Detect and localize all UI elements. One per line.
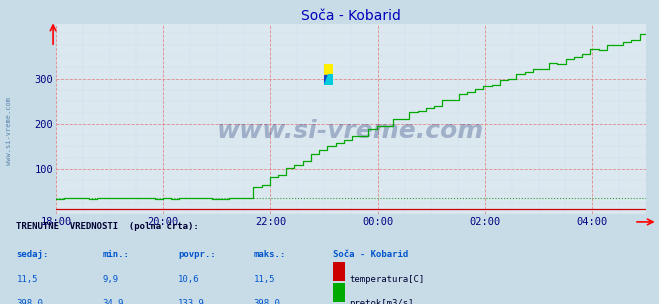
Text: 9,9: 9,9 (102, 275, 118, 284)
Text: 11,5: 11,5 (254, 275, 275, 284)
Polygon shape (324, 75, 328, 85)
Text: povpr.:: povpr.: (178, 250, 215, 259)
Polygon shape (324, 75, 333, 85)
Polygon shape (324, 64, 333, 75)
Text: TRENUTNE  VREDNOSTI  (polna črta):: TRENUTNE VREDNOSTI (polna črta): (16, 222, 199, 231)
Text: sedaj:: sedaj: (16, 250, 49, 259)
Text: 34,9: 34,9 (102, 299, 124, 304)
Text: 133,9: 133,9 (178, 299, 205, 304)
Bar (333, 262, 345, 282)
Polygon shape (328, 75, 333, 85)
Text: www.si-vreme.com: www.si-vreme.com (5, 97, 12, 165)
Title: Soča - Kobarid: Soča - Kobarid (301, 9, 401, 23)
Text: 11,5: 11,5 (16, 275, 38, 284)
Text: Soča - Kobarid: Soča - Kobarid (333, 250, 408, 259)
Text: www.si-vreme.com: www.si-vreme.com (217, 119, 484, 143)
Text: temperatura[C]: temperatura[C] (349, 275, 424, 284)
Text: min.:: min.: (102, 250, 129, 259)
Text: pretok[m3/s]: pretok[m3/s] (349, 299, 414, 304)
Bar (333, 283, 345, 302)
Text: 398,0: 398,0 (16, 299, 43, 304)
Text: maks.:: maks.: (254, 250, 286, 259)
Text: 398,0: 398,0 (254, 299, 281, 304)
Text: 10,6: 10,6 (178, 275, 200, 284)
